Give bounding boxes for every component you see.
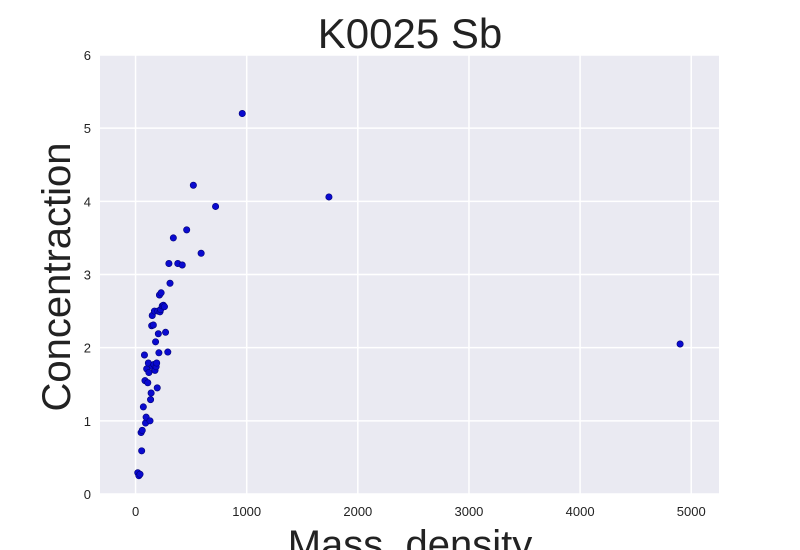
- data-point: [144, 379, 152, 387]
- data-point: [676, 340, 684, 348]
- data-point: [197, 249, 205, 257]
- data-point: [149, 321, 157, 329]
- data-points: [134, 110, 684, 480]
- data-point: [147, 396, 155, 404]
- data-point: [155, 349, 163, 357]
- data-point: [153, 384, 161, 392]
- data-point: [147, 389, 155, 397]
- data-point: [146, 417, 154, 425]
- data-point: [325, 193, 333, 201]
- data-point: [154, 330, 162, 338]
- data-point: [169, 234, 177, 242]
- data-point: [189, 181, 197, 189]
- grid-lines: [100, 54, 719, 495]
- data-point: [165, 260, 173, 268]
- data-point: [140, 351, 148, 359]
- y-tick-label: 5: [84, 121, 91, 136]
- data-point: [212, 202, 220, 210]
- y-tick-label: 6: [84, 48, 91, 63]
- x-axis-label: Mass_density: [288, 523, 533, 550]
- data-point: [157, 289, 165, 297]
- x-tick-label: 3000: [454, 504, 483, 519]
- y-tick-label: 0: [84, 487, 91, 502]
- x-tick-label: 2000: [343, 504, 372, 519]
- x-tick-label: 4000: [566, 504, 595, 519]
- y-axis-label: Concentraction: [35, 142, 79, 411]
- y-tick-labels: 0 1 2 3 4 5 6: [84, 48, 91, 502]
- data-point: [238, 110, 246, 118]
- data-point: [145, 369, 153, 377]
- data-point: [153, 359, 161, 367]
- x-tick-label: 5000: [677, 504, 706, 519]
- y-tick-label: 1: [84, 414, 91, 429]
- data-point: [138, 426, 146, 434]
- data-point: [162, 328, 170, 336]
- x-tick-label: 0: [132, 504, 139, 519]
- data-point: [136, 470, 144, 478]
- data-point: [152, 338, 160, 346]
- data-point: [178, 261, 186, 269]
- chart-title: K0025 Sb: [318, 10, 503, 57]
- data-point: [183, 226, 191, 234]
- data-point: [164, 348, 172, 356]
- data-point: [160, 303, 168, 311]
- x-tick-label: 1000: [232, 504, 261, 519]
- y-tick-label: 2: [84, 341, 91, 356]
- y-tick-label: 4: [84, 194, 91, 209]
- data-point: [166, 279, 174, 287]
- data-point: [138, 447, 146, 455]
- y-tick-label: 3: [84, 268, 91, 283]
- x-tick-labels: 0 1000 2000 3000 4000 5000: [132, 504, 706, 519]
- data-point: [139, 403, 147, 411]
